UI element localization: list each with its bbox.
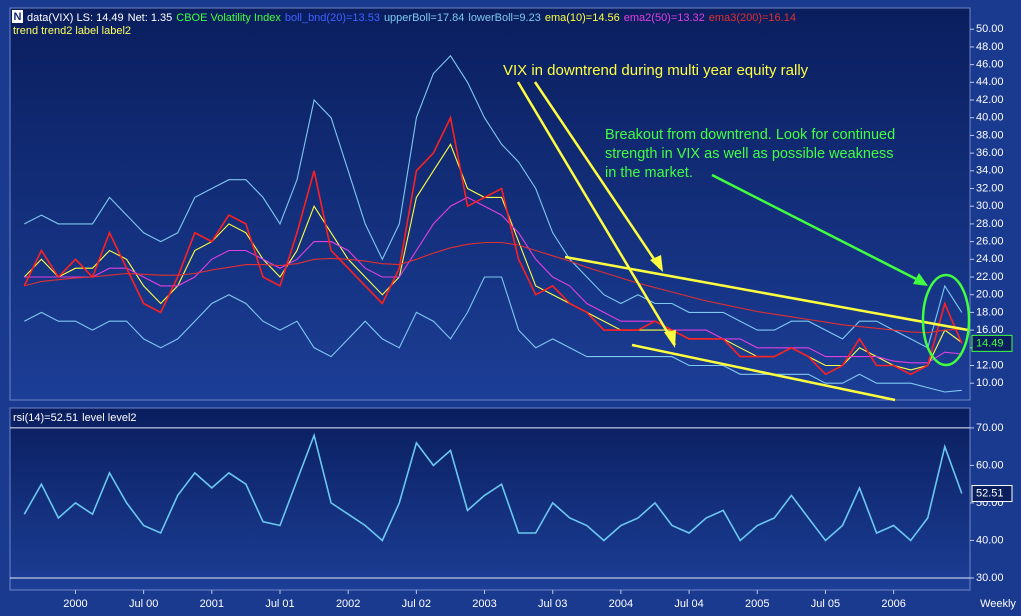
y-tick-label: 32.00	[976, 182, 1004, 194]
y-tick-label: 38.00	[976, 129, 1004, 141]
y-tick-label: 36.00	[976, 147, 1004, 159]
series-line	[24, 196, 962, 364]
x-tick-label: 2001	[200, 598, 224, 610]
trend-line-upper	[564, 255, 969, 332]
annotation: in the market.	[605, 165, 693, 181]
legend-entry: data(VIX) LS: 14.49	[27, 12, 124, 24]
series-line	[24, 241, 962, 334]
legend-entry: ema(10)=14.56	[545, 12, 620, 24]
y-tick-label: 16.00	[976, 324, 1004, 336]
x-tick-label: Jul 05	[811, 598, 840, 610]
y-tick-label: 46.00	[976, 59, 1004, 71]
last-value-label: 14.49	[976, 337, 1004, 349]
x-tick-label: Jul 02	[402, 598, 431, 610]
trend-line-lower	[631, 343, 896, 402]
y-tick-label: 22.00	[976, 271, 1004, 283]
arrowhead	[650, 255, 663, 272]
logo-box	[12, 10, 23, 23]
series-line	[23, 115, 963, 376]
last-value-box	[971, 485, 1013, 503]
y-tick-label: 34.00	[976, 165, 1004, 177]
legend-entry: upperBoll=17.84	[384, 12, 464, 24]
series-line	[24, 276, 962, 393]
annotation: Breakout from downtrend. Look for contin…	[605, 127, 895, 143]
legend-entry: ema2(50)=13.32	[624, 12, 705, 24]
y-tick-label: 70.00	[976, 422, 1004, 434]
price-panel	[9, 7, 971, 401]
y-tick-label: 48.00	[976, 41, 1004, 53]
legend-entry: lowerBoll=9.23	[468, 12, 540, 24]
x-axis-label: Weekly	[980, 598, 1016, 610]
series-line	[24, 54, 963, 349]
y-tick-label: 30.00	[976, 200, 1004, 212]
y-tick-label: 40.00	[976, 534, 1004, 546]
x-tick-label: 2005	[745, 598, 769, 610]
annotation: VIX in downtrend during multi year equit…	[503, 62, 809, 79]
x-tick-label: 2002	[336, 598, 360, 610]
last-value-label: 52.51	[976, 487, 1004, 499]
x-tick-label: Jul 04	[674, 598, 703, 610]
arrow-yellow	[516, 81, 677, 346]
y-tick-label: 28.00	[976, 218, 1004, 230]
legend-entry: level level2	[82, 412, 136, 424]
y-tick-label: 30.00	[976, 572, 1004, 584]
y-tick-label: 26.00	[976, 236, 1004, 248]
legend-entry: Net: 1.35	[128, 12, 173, 24]
logo: N	[14, 11, 22, 23]
legend-entry: CBOE Volatility Index	[176, 12, 281, 24]
series-line	[23, 432, 963, 542]
arrow-yellow	[533, 81, 662, 269]
x-tick-label: Jul 01	[265, 598, 294, 610]
y-tick-label: 20.00	[976, 289, 1004, 301]
y-tick-label: 50.00	[976, 23, 1004, 35]
x-tick-label: 2003	[472, 598, 496, 610]
x-tick-label: Jul 03	[538, 598, 567, 610]
annotations-layer	[516, 81, 971, 402]
legend-entry: ema3(200)=16.14	[709, 12, 796, 24]
y-tick-label: 24.00	[976, 253, 1004, 265]
y-tick-label: 10.00	[976, 377, 1004, 389]
y-tick-label: 40.00	[976, 112, 1004, 124]
annotation: strength in VIX as well as possible weak…	[605, 146, 894, 162]
y-tick-label: 18.00	[976, 306, 1004, 318]
arrowhead	[913, 273, 928, 286]
legend-entry: trend trend2 label label2	[13, 25, 131, 37]
highlight-ellipse	[921, 273, 971, 367]
legend-entry: boll_bnd(20)=13.53	[285, 12, 380, 24]
y-tick-label: 60.00	[976, 459, 1004, 471]
last-value-box	[971, 334, 1013, 352]
x-tick-label: 2004	[609, 598, 633, 610]
y-tick-label: 12.00	[976, 359, 1004, 371]
y-tick-label: 42.00	[976, 94, 1004, 106]
x-tick-label: 2000	[63, 598, 87, 610]
rsi-panel	[9, 407, 971, 591]
arrowhead	[664, 330, 676, 348]
x-tick-label: Jul 00	[129, 598, 158, 610]
x-tick-label: 2006	[881, 598, 905, 610]
y-tick-label: 44.00	[976, 76, 1004, 88]
legend-entry: rsi(14)=52.51	[13, 412, 78, 424]
arrow-green	[711, 173, 923, 284]
